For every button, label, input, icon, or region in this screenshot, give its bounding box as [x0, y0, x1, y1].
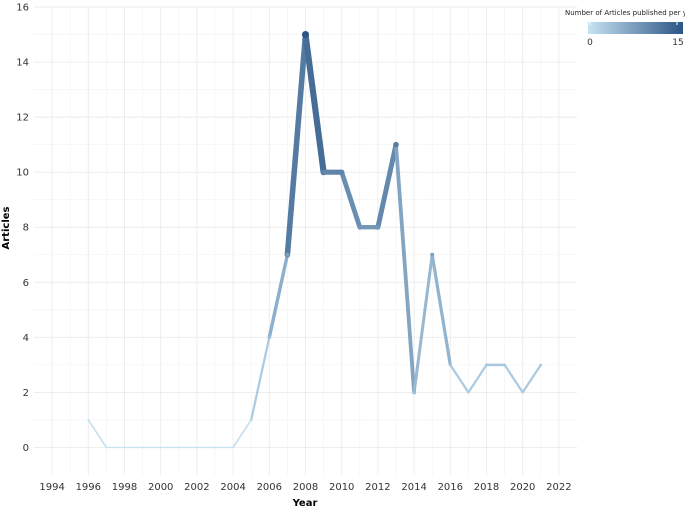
data-point [141, 446, 144, 449]
data-point [449, 363, 452, 367]
data-point [160, 446, 162, 449]
y-tick-label: 4 [23, 333, 29, 344]
line-segment [284, 31, 309, 258]
data-point [321, 169, 327, 175]
line-segment [267, 253, 290, 340]
x-tick-label: 2004 [220, 482, 245, 493]
x-tick-label: 2020 [510, 482, 535, 493]
line-segment [339, 169, 363, 230]
data-point [430, 252, 435, 257]
line-segment [449, 363, 470, 394]
data-point [393, 141, 399, 148]
x-tick-label: 2018 [474, 482, 499, 493]
x-tick-label: 2006 [257, 482, 282, 493]
data-point [413, 391, 416, 394]
line-segment [232, 419, 252, 449]
data-point [87, 419, 90, 421]
line-segment [467, 363, 488, 394]
legend: Number of Articles published per year 0 … [565, 9, 685, 48]
data-point [214, 446, 216, 449]
x-tick-label: 2014 [401, 482, 426, 493]
data-point [285, 252, 290, 257]
x-tick-label: 1994 [39, 482, 64, 493]
y-tick-label: 0 [23, 443, 29, 454]
y-tick-label: 2 [23, 388, 29, 399]
data-point [178, 446, 180, 449]
x-tick-label: 2010 [329, 482, 354, 493]
data-point [485, 363, 488, 367]
data-point [123, 446, 126, 449]
x-axis-ticks: 1994 1996 1998 2000 2002 2004 2006 2008 2010 2012… [39, 482, 571, 493]
data-point [267, 335, 271, 339]
data-point [232, 446, 234, 449]
line-segment [302, 31, 327, 176]
legend-color-bar [588, 22, 683, 34]
line-segment [87, 419, 108, 449]
line-segment [503, 363, 524, 394]
line-segment [250, 336, 271, 422]
data-point [521, 391, 524, 394]
data-point [357, 225, 362, 230]
y-tick-label: 10 [16, 168, 29, 179]
y-tick-label: 8 [23, 223, 29, 234]
y-tick-label: 12 [16, 113, 29, 124]
data-point [539, 363, 543, 367]
data-point [467, 391, 470, 394]
x-tick-label: 1998 [112, 482, 137, 493]
x-tick-label: 2012 [365, 482, 390, 493]
line-segment [412, 253, 434, 394]
y-tick-label: 14 [16, 58, 29, 69]
line-segment [394, 142, 417, 395]
y-tick-label: 6 [23, 278, 29, 289]
legend-min-label: 0 [587, 38, 593, 48]
legend-title: Number of Articles published per year [565, 9, 685, 17]
grid-lines [34, 6, 577, 475]
x-tick-label: 1996 [76, 482, 101, 493]
data-point [301, 30, 310, 39]
y-tick-label: 16 [16, 3, 29, 14]
x-tick-label: 2022 [546, 482, 571, 493]
x-tick-label: 2016 [438, 482, 463, 493]
data-point [196, 446, 198, 449]
data-point [375, 225, 381, 230]
x-axis-title: Year [292, 498, 318, 508]
data-point [250, 419, 253, 421]
line-segment [430, 253, 452, 367]
data-point [105, 446, 108, 449]
line-segment [375, 142, 399, 230]
x-tick-label: 2002 [184, 482, 209, 493]
series-line [87, 30, 543, 449]
line-segment [521, 363, 542, 394]
data-point [503, 363, 506, 367]
x-tick-label: 2008 [293, 482, 318, 493]
y-axis-ticks: 0 2 4 6 8 10 12 14 16 [16, 3, 29, 454]
x-tick-label: 2000 [148, 482, 173, 493]
legend-max-label: 15 [672, 38, 683, 48]
data-point [339, 169, 345, 175]
y-axis-title: Articles [1, 206, 12, 249]
